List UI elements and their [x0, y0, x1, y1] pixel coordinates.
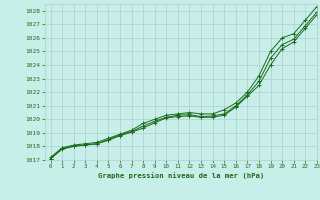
X-axis label: Graphe pression niveau de la mer (hPa): Graphe pression niveau de la mer (hPa) — [98, 172, 264, 179]
